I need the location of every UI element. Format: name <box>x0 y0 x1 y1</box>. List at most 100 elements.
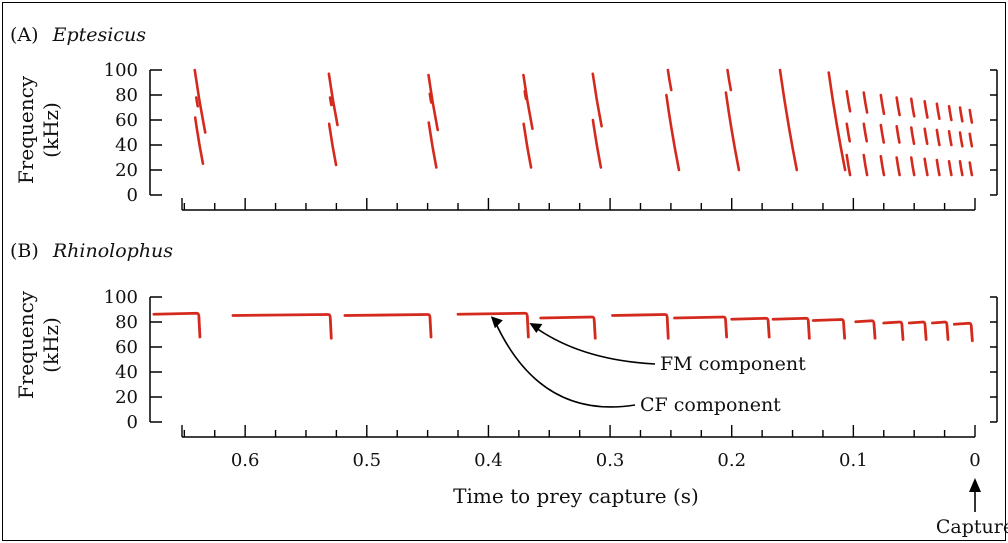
panel-a-y-tick-label: 60 <box>115 110 138 131</box>
eptesicus-call-sweep <box>923 157 929 177</box>
x-tick-label: 0.5 <box>352 450 381 471</box>
eptesicus-call-sweep <box>522 73 534 131</box>
eptesicus-call-sweep <box>909 156 916 177</box>
panel-b-letter: (B) <box>10 240 39 262</box>
panel-b-y-tick-label: 80 <box>115 312 138 333</box>
axes-layer: 100 80 60 40 20 0 100 80 60 40 20 0 0.6 0.5 0.4 0.3 0.2 0… <box>104 60 998 471</box>
panel-a-y-tick-label: 0 <box>127 185 138 206</box>
panel-b-y-tick-label: 0 <box>127 412 138 433</box>
eptesicus-call-sweep <box>827 71 847 172</box>
x-tick-label: 0.3 <box>596 450 625 471</box>
rhinolophus-call <box>673 315 729 339</box>
eptesicus-call-sweep <box>879 154 886 177</box>
capture-arrow <box>969 478 981 512</box>
eptesicus-call-sweep <box>327 122 338 167</box>
rhinolophus-call <box>811 318 847 340</box>
eptesicus-call-sweep <box>935 102 941 121</box>
eptesicus-call-sweep <box>523 89 528 101</box>
x-tick-label: 0.4 <box>474 450 503 471</box>
annotation-arrows-layer <box>490 316 656 408</box>
eptesicus-call-sweep <box>665 93 681 172</box>
eptesicus-call-sweep <box>879 93 886 116</box>
eptesicus-call-sweep <box>947 159 953 177</box>
eptesicus-call-sweep <box>862 122 869 143</box>
rhinolophus-call <box>907 320 928 341</box>
eptesicus-call-sweep <box>522 122 533 169</box>
eptesicus-call-sweep <box>845 89 852 113</box>
eptesicus-call-sweep <box>666 68 673 92</box>
eptesicus-call-sweep <box>778 68 799 172</box>
eptesicus-call-sweep <box>194 96 200 108</box>
eptesicus-call-sweep <box>862 91 869 114</box>
marks-layer <box>152 68 974 343</box>
cf-component-label: CF component <box>640 394 781 416</box>
eptesicus-call-sweep <box>724 91 741 172</box>
panel-a-y-tick-label: 20 <box>115 160 138 181</box>
eptesicus-call-sweep <box>909 126 916 146</box>
panel-a-letter: (A) <box>10 24 39 46</box>
eptesicus-call-sweep <box>879 123 886 144</box>
panel-b-ylabel-line1: Frequency <box>14 290 38 399</box>
eptesicus-call-sweep <box>862 153 869 177</box>
rhinolophus-call <box>611 313 670 340</box>
rhinolophus-call <box>231 313 333 340</box>
fm-component-arrowhead <box>529 323 543 333</box>
rhinolophus-call <box>152 311 202 339</box>
panel-b-species: Rhinolophus <box>52 240 173 262</box>
eptesicus-call-sweep <box>327 72 339 127</box>
rhinolophus-call <box>539 315 597 340</box>
eptesicus-call-sweep <box>923 99 929 119</box>
eptesicus-call-sweep <box>958 131 964 148</box>
x-axis-title: Time to prey capture (s) <box>453 484 699 508</box>
eptesicus-call-sweep <box>726 68 733 92</box>
capture-label: Capture <box>936 516 1008 538</box>
eptesicus-call-sweep <box>591 118 603 169</box>
eptesicus-call-sweep <box>968 132 974 148</box>
panel-a-species: Eptesicus <box>52 24 147 46</box>
rhinolophus-call <box>931 320 950 341</box>
eptesicus-call-sweep <box>895 156 901 177</box>
eptesicus-call-sweep <box>895 96 901 117</box>
rhinolophus-call <box>771 316 811 340</box>
rhinolophus-call <box>952 321 974 343</box>
eptesicus-call-sweep <box>427 121 438 169</box>
cf-component-arrow <box>494 320 636 408</box>
eptesicus-call-sweep <box>968 161 974 177</box>
eptesicus-call-sweep <box>947 104 953 122</box>
eptesicus-call-sweep <box>427 73 440 132</box>
panel-b-y-tick-label: 100 <box>104 287 138 308</box>
eptesicus-call-sweep <box>958 106 964 123</box>
rhinolophus-call <box>456 311 530 339</box>
rhinolophus-call <box>882 320 905 341</box>
eptesicus-call-sweep <box>895 124 901 144</box>
eptesicus-call-sweep <box>947 129 953 147</box>
eptesicus-call-sweep <box>958 159 964 177</box>
eptesicus-call-sweep <box>968 108 974 124</box>
eptesicus-call-sweep <box>845 122 852 143</box>
x-tick-label: 0.6 <box>231 450 260 471</box>
eptesicus-call-sweep <box>909 97 916 118</box>
panel-a-label: (A) Eptesicus <box>10 24 146 46</box>
x-tick-label: 0.2 <box>717 450 746 471</box>
rhinolophus-call <box>854 319 877 340</box>
eptesicus-call-sweep <box>923 127 929 146</box>
eptesicus-call-sweep <box>428 92 433 104</box>
rhinolophus-call <box>730 316 771 339</box>
panel-a-ylabel-line1: Frequency <box>14 75 38 184</box>
fm-component-label: FM component <box>660 353 806 375</box>
x-tick-label: 0 <box>969 450 980 471</box>
panel-b-y-tick-label: 40 <box>115 362 138 383</box>
eptesicus-call-sweep <box>935 128 941 147</box>
eptesicus-call-sweep <box>591 72 603 128</box>
panel-b-ylabel-line2: (kHz) <box>39 317 63 373</box>
cf-component-arrowhead <box>490 316 503 329</box>
eptesicus-call-sweep <box>193 116 205 166</box>
panel-a-y-tick-label: 100 <box>104 60 138 81</box>
eptesicus-call-sweep <box>845 153 852 177</box>
rhinolophus-call <box>343 313 433 339</box>
fm-component-arrow <box>532 325 656 365</box>
panel-b-label: (B) Rhinolophus <box>10 240 173 262</box>
